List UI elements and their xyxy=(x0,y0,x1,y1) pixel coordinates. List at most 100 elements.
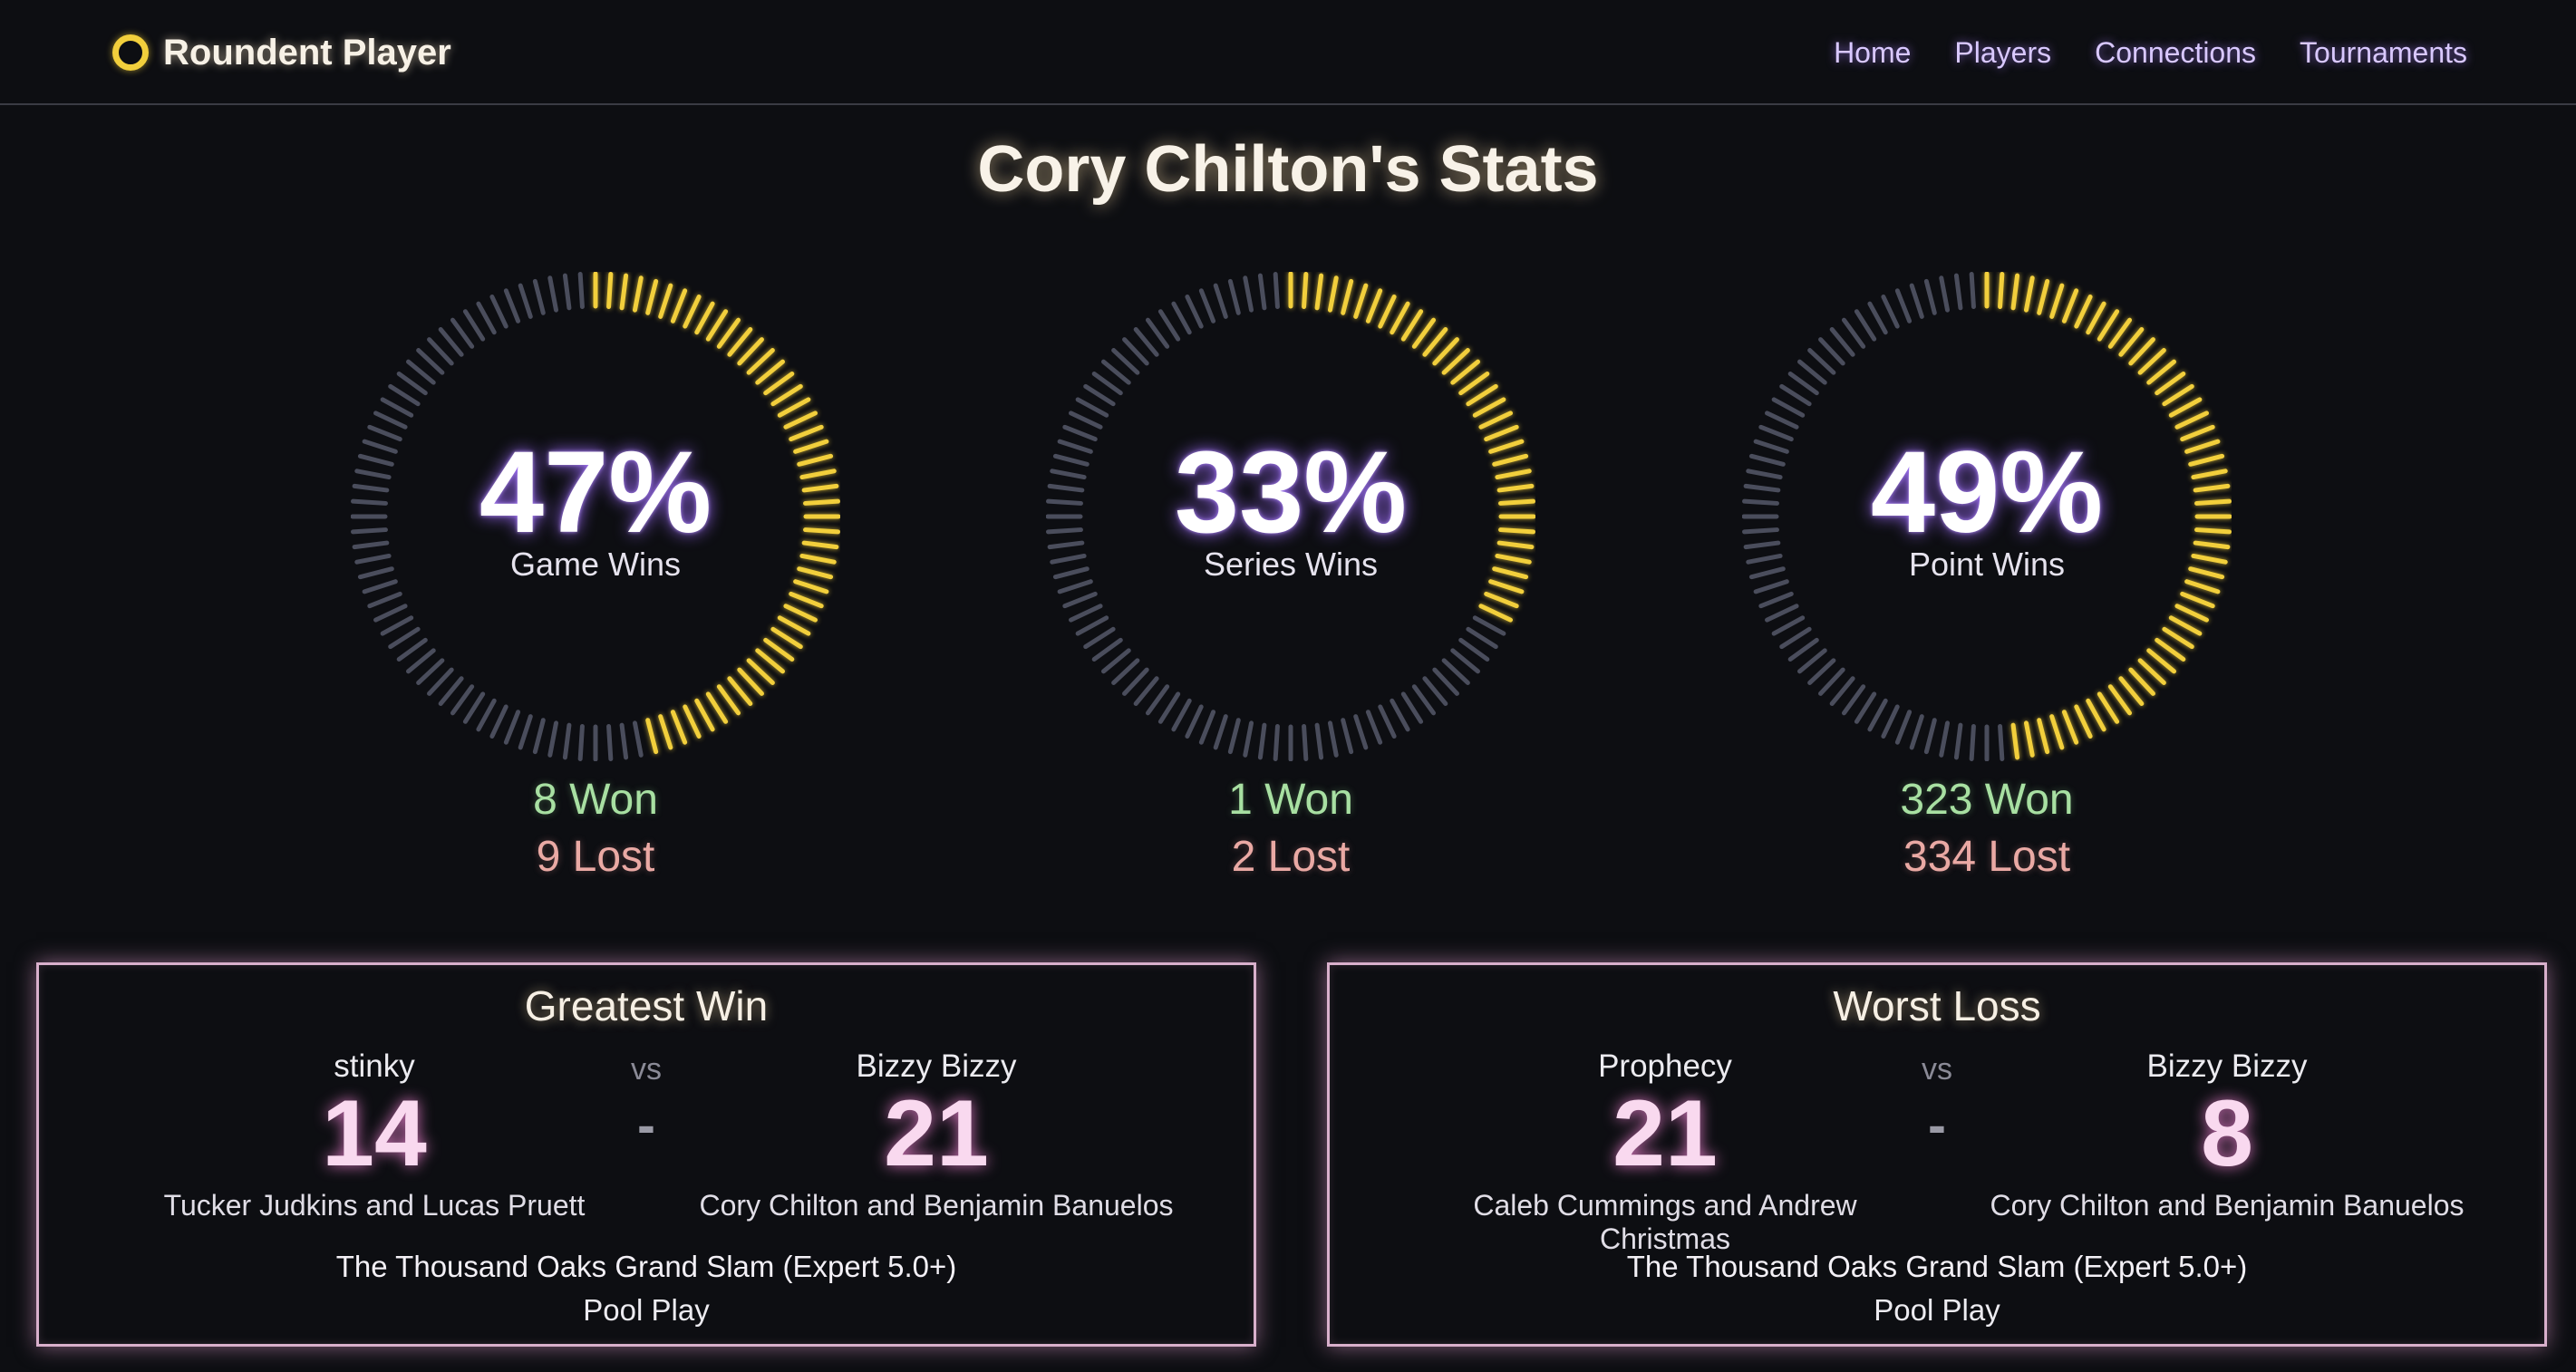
gauge-tick-filled xyxy=(1400,309,1424,342)
gauge-tick-empty xyxy=(1753,439,1789,454)
gauge-tick-filled xyxy=(683,295,702,329)
gauge-tick-empty xyxy=(1365,710,1383,745)
gauge-tick-empty xyxy=(562,722,572,760)
gauge-tick-empty xyxy=(1854,691,1877,724)
gauge-tick-filled xyxy=(2174,411,2209,430)
brand[interactable]: Roundent Player xyxy=(112,25,451,80)
gauge-tick-empty xyxy=(547,720,559,758)
gauge-tick-filled xyxy=(2061,288,2079,324)
round-name: Pool Play xyxy=(583,1293,710,1327)
nav-links: Home Players Connections Tournaments xyxy=(1834,27,2467,78)
gauge-tick-empty xyxy=(406,359,436,385)
round-name: Pool Play xyxy=(1874,1293,2000,1327)
gauge-tick-filled xyxy=(746,658,775,685)
gauge-tick-filled xyxy=(2128,337,2155,366)
gauge-tick-empty xyxy=(1171,301,1192,335)
ring-logo-icon xyxy=(112,34,149,71)
gauge-tick-empty xyxy=(1841,317,1866,349)
gauge-tick-empty xyxy=(1746,469,1783,480)
gauge-tick-empty xyxy=(1818,337,1845,366)
gauge-tick-empty xyxy=(1894,288,1913,324)
gauge-tick-filled xyxy=(1411,317,1437,349)
gauge-tick-filled xyxy=(2194,527,2232,535)
gauge-tick-empty xyxy=(1466,626,1498,650)
tournament-name[interactable]: The Thousand Oaks Grand Slam (Expert 5.0… xyxy=(335,1250,957,1283)
gauge-tick-empty xyxy=(352,540,390,550)
gauge-tick-filled xyxy=(2086,301,2106,335)
gauge-tick-empty xyxy=(518,714,533,750)
gauge-tick-filled xyxy=(1472,397,1506,418)
gauge-tick-filled xyxy=(727,327,753,357)
gauge-tick-filled xyxy=(1466,383,1498,407)
card-title: Worst Loss xyxy=(1833,982,2041,1029)
gauge-tick-filled xyxy=(2168,615,2203,636)
gauge-tick-empty xyxy=(1746,553,1783,565)
gauge-tick-empty xyxy=(1441,658,1470,685)
gauge-tick-empty xyxy=(1145,317,1170,349)
vs-label: vs xyxy=(631,1052,662,1087)
gauge-tick-filled xyxy=(2146,359,2176,385)
gauge-tick-empty xyxy=(1969,724,1976,761)
gauge-tick-empty xyxy=(1341,718,1354,755)
gauge-tick-empty xyxy=(1779,626,1812,650)
gauge-tick-empty xyxy=(1083,383,1116,407)
gauge-tick-filled xyxy=(1496,540,1535,550)
gauge-tick-filled xyxy=(2097,309,2120,342)
nav-link-home[interactable]: Home xyxy=(1834,35,1912,69)
gauge-tick-filled xyxy=(783,411,818,430)
gauge-tick-filled xyxy=(645,278,659,315)
gauge-tick-filled xyxy=(2137,658,2166,685)
left-team: stinky 14 Tucker Judkins and Lucas Pruet… xyxy=(121,1048,628,1222)
gauge-tick-empty xyxy=(1797,648,1827,674)
player-name[interactable]: stinky xyxy=(334,1048,415,1084)
gauge-tick-filled xyxy=(1341,278,1354,315)
gauge-tick-filled xyxy=(705,309,729,342)
gauge-label: Point Wins xyxy=(1908,546,2066,583)
gauge-tick-empty xyxy=(367,591,402,609)
gauge-tick-empty xyxy=(1758,424,1794,442)
player-name[interactable]: Bizzy Bizzy xyxy=(2146,1048,2308,1084)
gauge-tick-empty xyxy=(1111,348,1140,375)
gauge-tick-filled xyxy=(1484,591,1519,609)
nav-link-players[interactable]: Players xyxy=(1954,35,2052,69)
gauge-tick-filled xyxy=(1432,337,1459,366)
nav-link-tournaments[interactable]: Tournaments xyxy=(2300,35,2467,69)
point-wins-gauge xyxy=(1742,272,2232,761)
gauge-tick-filled xyxy=(658,714,673,750)
gauge-tick-filled xyxy=(737,667,764,696)
gauge-tick-empty xyxy=(1748,453,1786,467)
gauge-tick-filled xyxy=(2128,667,2155,696)
gauge-tick-empty xyxy=(1101,359,1131,385)
gauge-tick-empty xyxy=(1243,275,1254,313)
gauge-tick-empty xyxy=(1909,714,1924,750)
gauge-tick-empty xyxy=(518,283,533,319)
gauge-tick-filled xyxy=(1365,288,1383,324)
gauge-tick-filled xyxy=(1484,424,1519,442)
player-name[interactable]: Bizzy Bizzy xyxy=(856,1048,1017,1084)
gauge-tick-empty xyxy=(427,337,454,366)
gauge-tick-filled xyxy=(797,566,834,580)
brand-name: Roundent Player xyxy=(163,32,451,72)
gauge-tick-empty xyxy=(1353,714,1369,750)
gauge-tick-empty xyxy=(1050,469,1087,480)
gauge-tick-filled xyxy=(632,275,644,313)
gauge-tick-filled xyxy=(2107,684,2133,716)
gauge-tick-empty xyxy=(1787,637,1819,662)
gauge-tick-empty xyxy=(1171,698,1192,732)
series-wins-gauge xyxy=(1046,272,1535,761)
gauge-tick-empty xyxy=(1742,527,1779,535)
player-name[interactable]: Prophecy xyxy=(1598,1048,1732,1084)
gauge-tick-empty xyxy=(1854,309,1877,342)
gauge-tick-filled xyxy=(705,691,729,724)
gauge-tick-filled xyxy=(2010,273,2020,311)
gauge-tick-filled xyxy=(2191,469,2228,480)
gauge-tick-empty xyxy=(1046,498,1083,506)
gauge-tick-filled xyxy=(763,637,795,662)
lost-count: 2 Lost xyxy=(1231,833,1351,881)
gauge-tick-empty xyxy=(1091,637,1123,662)
gauge-tick-empty xyxy=(1758,591,1794,609)
gauge-tick-empty xyxy=(1818,667,1845,696)
nav-link-connections[interactable]: Connections xyxy=(2095,35,2257,69)
tournament-name[interactable]: The Thousand Oaks Grand Slam (Expert 5.0… xyxy=(1626,1250,2248,1283)
gauge-tick-filled xyxy=(777,397,811,418)
